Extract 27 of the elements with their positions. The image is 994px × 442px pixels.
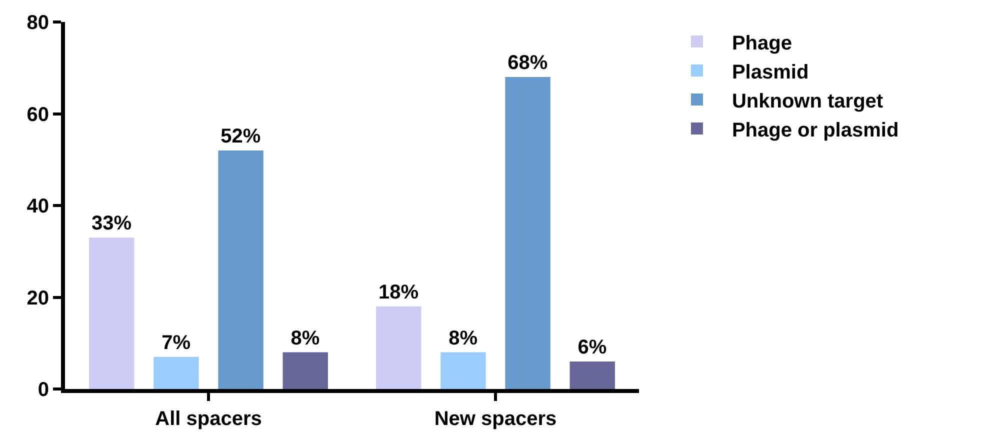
data-label: 18% (378, 281, 419, 304)
y-tick-label: 80 (26, 12, 49, 34)
bar (218, 150, 264, 389)
bar (440, 352, 486, 389)
y-tick-label: 0 (38, 379, 49, 401)
bar (376, 306, 422, 389)
y-tick-label: 60 (26, 104, 49, 126)
legend-label: Phage or plasmid (732, 119, 899, 142)
y-tick-label: 20 (26, 287, 49, 310)
bar (89, 238, 134, 389)
legend-label: Plasmid (732, 61, 809, 84)
legend-label: Phage (732, 32, 792, 54)
bar (282, 352, 328, 389)
data-label: 7% (162, 332, 191, 354)
data-label: 33% (92, 212, 132, 235)
bar (570, 361, 615, 389)
data-label: 8% (290, 327, 320, 350)
data-label: 52% (220, 125, 261, 148)
legend-label: Unknown target (732, 90, 884, 112)
x-tick-label: All spacers (155, 408, 262, 430)
bar (505, 77, 550, 389)
data-label: 8% (448, 327, 478, 350)
data-label: 68% (508, 52, 548, 74)
bar (154, 356, 199, 389)
x-tick-label: New spacers (434, 408, 557, 430)
y-tick-label: 40 (26, 196, 49, 218)
data-label: 6% (578, 336, 607, 358)
